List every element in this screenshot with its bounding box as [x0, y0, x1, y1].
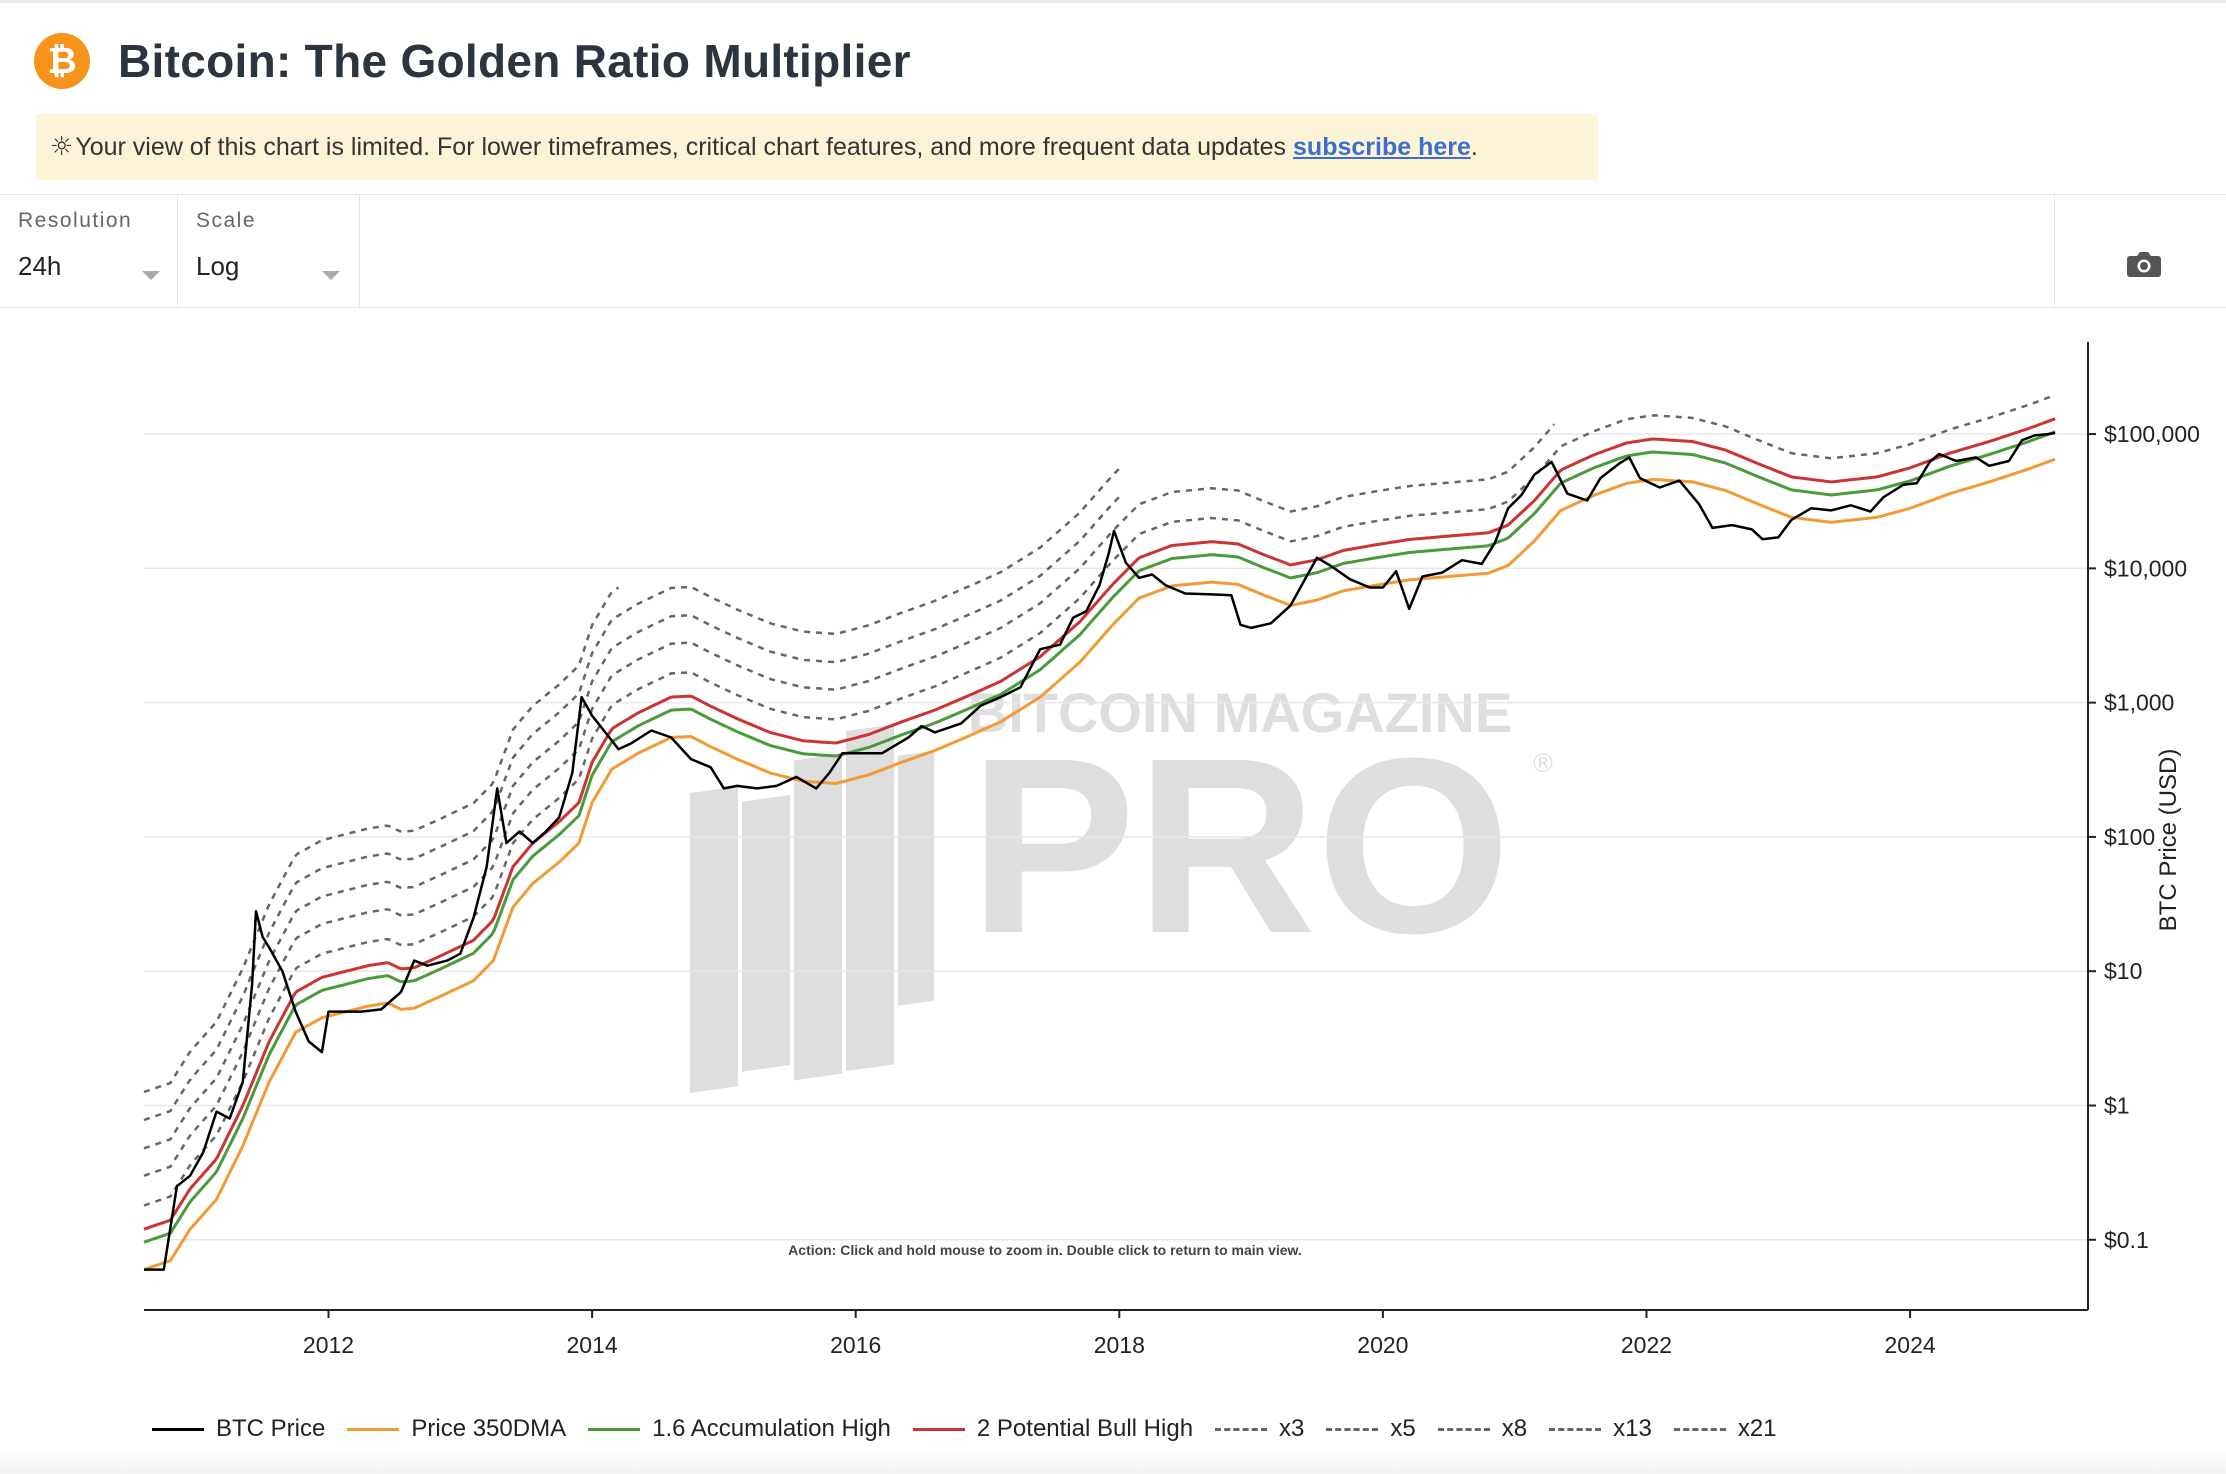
- legend-item[interactable]: Price 350DMA: [347, 1415, 566, 1443]
- legend-swatch: [1326, 1427, 1379, 1431]
- limited-view-banner: ☼ Your view of this chart is limited. Fo…: [36, 114, 1598, 180]
- legend-label: x3: [1279, 1415, 1305, 1442]
- x-tick-label: 2024: [1884, 1332, 1935, 1358]
- scale-select[interactable]: Scale Log: [178, 195, 360, 307]
- watermark-top-text: BITCOIN MAGAZINE: [968, 681, 1512, 744]
- top-border: [0, 0, 2226, 3]
- legend-item[interactable]: BTC Price: [152, 1415, 325, 1443]
- legend-label: 1.6 Accumulation High: [652, 1415, 891, 1442]
- series-line-btc-price: [144, 431, 2056, 1271]
- scale-label: Scale: [196, 209, 257, 232]
- chart-svg[interactable]: BITCOIN MAGAZINE PRO ® $0.1 $1 $10 $100 $1,0…: [0, 310, 2226, 1430]
- x-tick-label: 2012: [303, 1332, 354, 1358]
- legend-item[interactable]: x3: [1215, 1415, 1304, 1443]
- y-tick-label: $1,000: [2104, 690, 2174, 716]
- legend-label: x21: [1737, 1415, 1777, 1442]
- series-line-x8: [143, 496, 1121, 1150]
- resolution-label: Resolution: [18, 209, 133, 232]
- screenshot-area: [2054, 195, 2226, 307]
- chart-legend: BTC Price Price 350DMA 1.6 Accumulation Hi…: [152, 1414, 1799, 1444]
- y-tick-label: $100: [2104, 824, 2155, 850]
- legend-label: x5: [1390, 1415, 1416, 1442]
- x-tick-label: 2022: [1621, 1332, 1672, 1358]
- grid: [144, 433, 2088, 1241]
- x-tick-label: 2020: [1357, 1332, 1408, 1358]
- series-layer: [143, 393, 2056, 1272]
- y-tick-label: $100,000: [2104, 421, 2200, 447]
- watermark-logo-icon: [690, 724, 934, 1094]
- legend-label: BTC Price: [216, 1415, 326, 1442]
- series-line-x13: [143, 467, 1121, 1122]
- x-tick-label: 2018: [1094, 1332, 1145, 1358]
- legend-swatch: [588, 1427, 641, 1431]
- chevron-down-icon: [142, 271, 160, 280]
- resolution-select[interactable]: Resolution 24h: [0, 195, 178, 307]
- subscribe-link[interactable]: subscribe here: [1293, 132, 1471, 161]
- legend-label: Price 350DMA: [411, 1415, 567, 1442]
- legend-item[interactable]: 2 Potential Bull High: [912, 1415, 1194, 1443]
- legend-label: 2 Potential Bull High: [976, 1415, 1194, 1442]
- x-tick-label: 2014: [567, 1332, 618, 1358]
- banner-text: Your view of this chart is limited. For …: [75, 132, 1287, 161]
- page-title: Bitcoin: The Golden Ratio Multiplier: [118, 35, 911, 87]
- page-header: ₿ Bitcoin: The Golden Ratio Multiplier: [34, 30, 911, 92]
- legend-label: x13: [1613, 1415, 1652, 1442]
- legend-swatch: [1549, 1427, 1602, 1431]
- axes: $0.1 $1 $10 $100 $1,000 $10,000 $100,000 2012 20…: [144, 342, 2200, 1358]
- legend-swatch: [912, 1427, 965, 1431]
- legend-item[interactable]: x8: [1437, 1415, 1528, 1443]
- zoom-hint-annotation: Action: Click and hold mouse to zoom in.…: [788, 1242, 1302, 1258]
- series-line-1-6-accumulation-high: [143, 430, 2056, 1244]
- series-line-x3: [143, 393, 2056, 1207]
- legend-swatch: [347, 1427, 400, 1431]
- chevron-down-icon: [322, 271, 340, 280]
- series-line-x21: [143, 586, 620, 1094]
- legend-swatch: [152, 1427, 204, 1431]
- bitcoin-logo-icon: ₿: [34, 33, 90, 89]
- bottom-fade: [0, 1450, 2226, 1474]
- legend-item[interactable]: x13: [1549, 1415, 1652, 1443]
- legend-item[interactable]: x5: [1326, 1415, 1416, 1443]
- series-line-price-350dma: [143, 457, 2056, 1272]
- legend-swatch: [1437, 1427, 1490, 1431]
- legend-swatch: [1215, 1427, 1268, 1431]
- legend-label: x8: [1501, 1415, 1528, 1442]
- watermark-registered-mark: ®: [1530, 749, 1556, 779]
- y-tick-label: $1: [2104, 1092, 2130, 1118]
- sun-icon: ☼: [50, 132, 74, 162]
- x-tick-label: 2016: [830, 1332, 881, 1358]
- banner-end-punct: .: [1470, 132, 1478, 161]
- scale-value: Log: [196, 251, 240, 281]
- y-tick-label: $10: [2104, 958, 2142, 984]
- legend-swatch: [1673, 1427, 1726, 1431]
- chart-area[interactable]: BITCOIN MAGAZINE PRO ® $0.1 $1 $10 $100 $1,0…: [0, 310, 2226, 1430]
- y-tick-label: $10,000: [2104, 555, 2187, 581]
- y-tick-label: $0.1: [2104, 1227, 2149, 1253]
- watermark: BITCOIN MAGAZINE PRO ®: [690, 681, 1556, 1094]
- legend-item[interactable]: 1.6 Accumulation High: [588, 1415, 891, 1443]
- resolution-value: 24h: [18, 251, 62, 281]
- watermark-main-text: PRO: [969, 706, 1511, 985]
- chart-controls: Resolution 24h Scale Log: [0, 194, 2226, 308]
- y-axis-title: BTC Price (USD): [2155, 749, 2182, 932]
- legend-item[interactable]: x21: [1673, 1415, 1777, 1443]
- camera-icon[interactable]: [2127, 251, 2161, 277]
